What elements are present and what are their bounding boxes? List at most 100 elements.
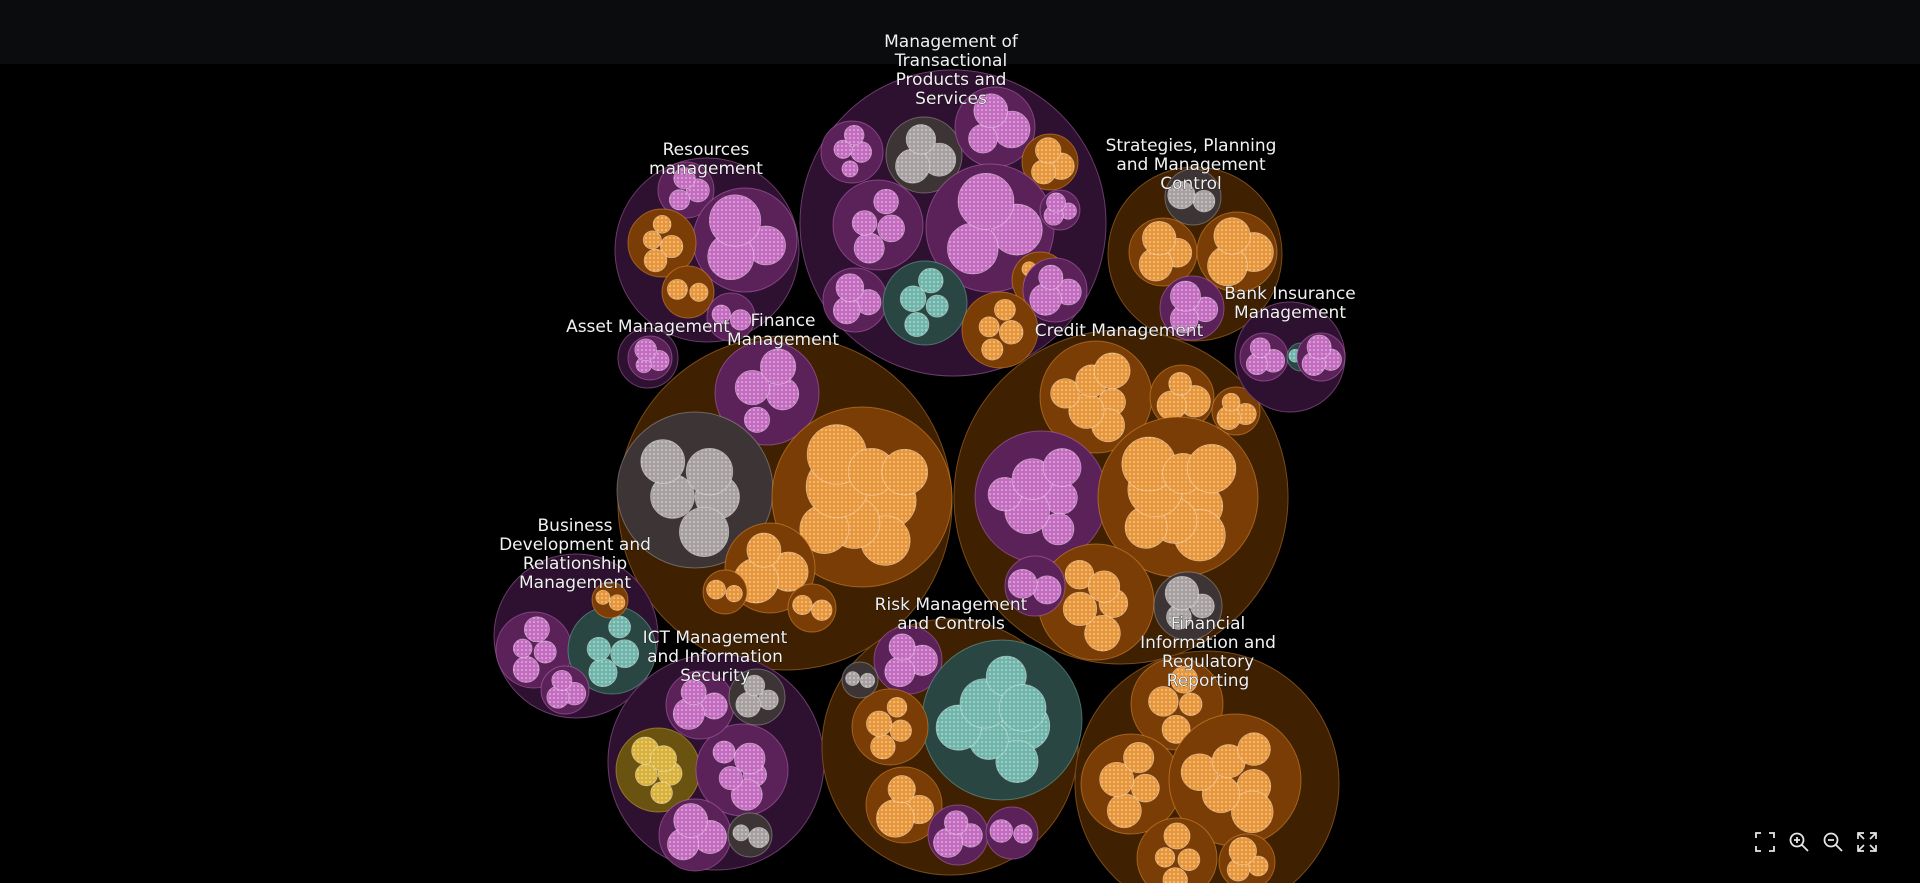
leaf-node[interactable] <box>904 312 930 338</box>
leaf-node[interactable] <box>1038 264 1064 290</box>
leaf-node[interactable] <box>1186 443 1237 494</box>
leaf-node[interactable] <box>905 124 937 155</box>
leaf-node[interactable] <box>712 740 736 764</box>
leaf-node[interactable] <box>1106 793 1142 829</box>
subgroup-mtps-2[interactable] <box>954 86 1036 168</box>
leaf-node[interactable] <box>833 139 853 159</box>
subgroup-mtps-1[interactable] <box>885 116 963 194</box>
cluster-spmc[interactable]: Strategies, Planning and Management Contro… <box>1105 136 1283 342</box>
subgroup-spmc-1[interactable] <box>1128 217 1198 287</box>
subgroup-mtps-7[interactable] <box>1022 257 1088 323</box>
leaf-node[interactable] <box>877 214 905 243</box>
subgroup-spmc-3[interactable] <box>1159 275 1225 341</box>
leaf-node[interactable] <box>1099 761 1135 797</box>
leaf-node[interactable] <box>650 781 673 805</box>
leaf-node[interactable] <box>998 320 1024 345</box>
subgroup-mtps-4[interactable] <box>832 179 924 271</box>
leaf-node[interactable] <box>673 167 696 190</box>
leaf-node[interactable] <box>734 370 770 406</box>
leaf-node[interactable] <box>886 697 908 718</box>
leaf-node[interactable] <box>652 214 672 234</box>
cluster-ict[interactable]: ICT Management and Information Security <box>607 628 825 872</box>
leaf-node[interactable] <box>876 799 915 838</box>
leaf-node[interactable] <box>608 594 626 611</box>
leaf-node[interactable] <box>595 589 611 605</box>
leaf-node[interactable] <box>586 636 611 661</box>
leaf-node[interactable] <box>729 309 752 331</box>
leaf-node[interactable] <box>588 657 618 688</box>
leaf-node[interactable] <box>680 679 707 706</box>
leaf-node[interactable] <box>673 803 709 838</box>
leaf-node[interactable] <box>718 766 743 791</box>
subgroup-busdev-2[interactable] <box>540 665 590 715</box>
zoom-out-button[interactable] <box>1820 829 1846 855</box>
subgroup-fir-4[interactable] <box>1218 833 1276 883</box>
subgroup-risk-0[interactable] <box>873 625 943 695</box>
leaf-node[interactable] <box>668 189 691 211</box>
subgroup-risk-1[interactable] <box>921 639 1083 801</box>
leaf-node[interactable] <box>551 669 573 691</box>
leaf-node[interactable] <box>851 210 878 236</box>
leaf-node[interactable] <box>1168 371 1192 396</box>
leaf-node[interactable] <box>1161 714 1191 744</box>
leaf-node[interactable] <box>873 188 899 215</box>
leaf-node[interactable] <box>899 285 927 312</box>
leaf-node[interactable] <box>512 656 540 683</box>
zoom-in-button[interactable] <box>1786 829 1812 855</box>
leaf-node[interactable] <box>792 594 813 616</box>
subgroup-risk-6[interactable] <box>841 661 879 699</box>
subgroup-ict-3[interactable] <box>728 668 786 726</box>
leaf-node[interactable] <box>1163 822 1191 850</box>
subgroup-risk-3[interactable] <box>865 766 943 844</box>
leaf-node[interactable] <box>659 234 684 259</box>
cluster-resources[interactable]: Resources management <box>614 140 800 343</box>
subgroup-risk-4[interactable] <box>927 804 989 866</box>
subgroup-resources-4[interactable] <box>706 292 756 342</box>
leaf-node[interactable] <box>895 148 931 184</box>
subgroup-spmc-0[interactable] <box>1164 168 1222 226</box>
subgroup-busdev-3[interactable] <box>591 581 629 619</box>
subgroup-mtps-9[interactable] <box>882 260 968 346</box>
cluster-fir[interactable]: Financial Information and Regulatory Report… <box>1074 614 1340 883</box>
leaf-node[interactable] <box>981 338 1004 361</box>
leaf-node[interactable] <box>743 674 766 697</box>
leaf-node[interactable] <box>918 267 944 294</box>
cluster-finance[interactable]: Finance Management <box>616 311 953 671</box>
leaf-node[interactable] <box>533 640 557 664</box>
leaf-node[interactable] <box>1087 570 1121 603</box>
subgroup-mtps-3[interactable] <box>1021 133 1079 191</box>
subgroup-mtps-8[interactable] <box>822 267 888 333</box>
leaf-node[interactable] <box>853 232 885 264</box>
subgroup-ict-0[interactable] <box>615 727 701 813</box>
leaf-node[interactable] <box>1167 181 1196 210</box>
leaf-node[interactable] <box>642 230 662 250</box>
leaf-node[interactable] <box>1084 614 1121 652</box>
subgroup-credit-1[interactable] <box>1149 364 1215 430</box>
leaf-node[interactable] <box>947 222 999 275</box>
cluster-asset[interactable]: Asset Management <box>566 317 731 389</box>
leaf-node[interactable] <box>944 810 969 835</box>
leaf-node[interactable] <box>968 123 998 154</box>
subgroup-finance-2[interactable] <box>771 406 953 588</box>
leaf-node[interactable] <box>884 656 916 688</box>
leaf-node[interactable] <box>1123 742 1155 774</box>
subgroup-mtps-0[interactable] <box>820 120 884 184</box>
leaf-node[interactable] <box>870 734 896 760</box>
subgroup-mtps-11[interactable] <box>1039 189 1081 231</box>
leaf-node[interactable] <box>733 742 766 775</box>
subgroup-finance-1[interactable] <box>616 411 774 569</box>
subgroup-ict-4[interactable] <box>658 798 732 872</box>
subgroup-resources-1[interactable] <box>692 187 798 293</box>
fullscreen-button[interactable] <box>1854 829 1880 855</box>
leaf-node[interactable] <box>1093 352 1131 390</box>
subgroup-ict-1[interactable] <box>695 723 789 817</box>
subgroup-finance-0[interactable] <box>714 340 820 446</box>
subgroup-spmc-2[interactable] <box>1196 211 1278 293</box>
subgroup-credit-6[interactable] <box>1153 571 1223 641</box>
subgroup-resources-0[interactable] <box>657 161 715 219</box>
leaf-node[interactable] <box>1013 824 1033 844</box>
subgroup-credit-3[interactable] <box>974 430 1108 564</box>
leaf-node[interactable] <box>845 671 860 686</box>
subgroup-fir-3[interactable] <box>1136 817 1218 883</box>
